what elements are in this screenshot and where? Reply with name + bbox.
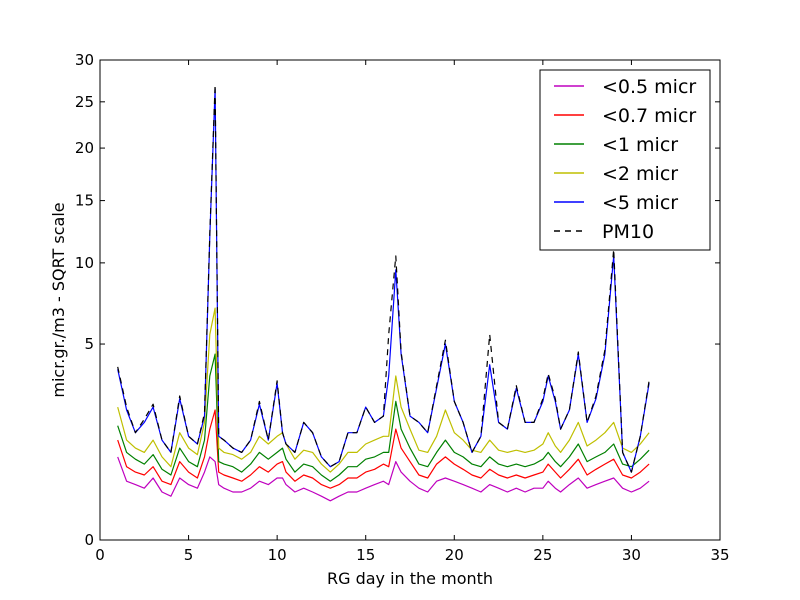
x-tick-label: 5 [184,546,194,564]
legend-label: <2 micr [602,163,678,185]
legend-label: <1 micr [602,134,678,156]
y-axis-title: micr.gr./m3 - SQRT scale [49,202,68,397]
legend-label: <5 micr [602,192,678,214]
legend-box [539,69,711,251]
legend-label: <0.5 micr [602,76,696,98]
series-line-5 [117,83,650,473]
y-tick-label: 30 [75,51,94,69]
y-tick-label: 0 [84,531,94,549]
y-tick-label: 20 [75,139,94,157]
series-line-2 [117,353,650,482]
y-tick-label: 15 [75,192,94,210]
series-line-3 [117,307,650,473]
series-line-0 [117,456,650,502]
x-tick-label: 15 [356,546,375,564]
legend: <0.5 micr <0.7 micr <1 micr <2 micr <5 micr P… [539,69,711,251]
series-line-1 [117,409,650,489]
legend-label: <0.7 micr [602,105,696,127]
y-tick-label: 25 [75,93,94,111]
x-tick-label: 30 [622,546,641,564]
ticks-layer: 0 5 10 15 20 25 30 35 0 5 10 15 20 25 30 [75,51,730,564]
y-tick-label: 5 [84,335,94,353]
y-tick-label: 10 [75,254,94,272]
x-tick-label: 35 [710,546,729,564]
series-layer [117,83,650,502]
x-axis-title: RG day in the month [327,569,493,588]
x-tick-label: 25 [533,546,552,564]
x-tick-label: 0 [95,546,105,564]
plot-frame [99,59,721,541]
x-tick-label: 10 [268,546,287,564]
legend-label: PM10 [602,221,654,243]
x-tick-label: 20 [445,546,464,564]
